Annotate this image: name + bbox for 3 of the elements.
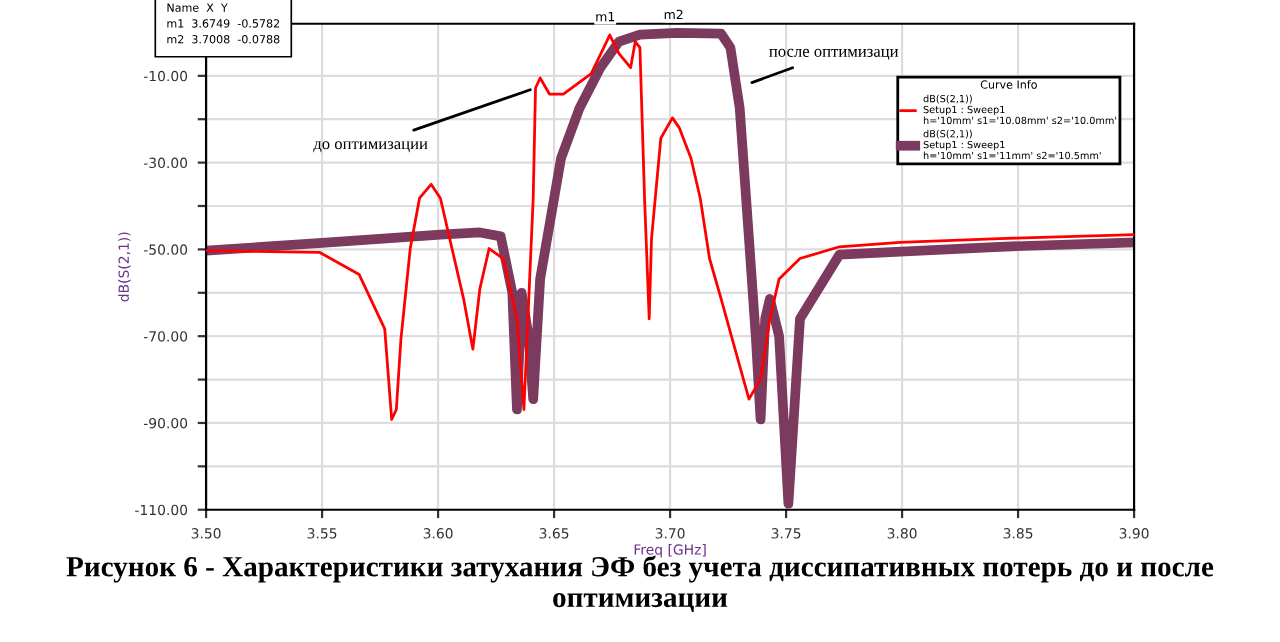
annotation: после оптимизаци <box>769 48 899 60</box>
text: Рисунок 6 - Характеристики затухания ЭФ без учета диссипативных потерь до и после оптимизации <box>66 555 1214 612</box>
annotation: до оптимизации <box>313 141 428 153</box>
